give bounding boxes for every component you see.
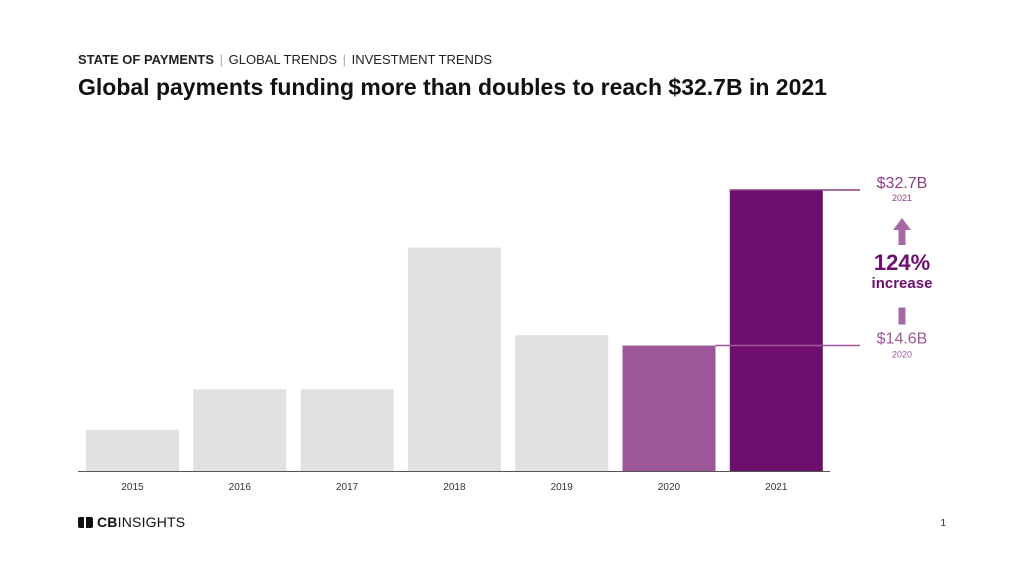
annotation-2021-value: $32.7B [877,175,928,192]
logo-text: INSIGHTS [117,514,186,530]
breadcrumb-item-global-trends: GLOBAL TRENDS [228,52,338,67]
x-tick-label-2020: 2020 [658,482,681,493]
cb-insights-logo-icon [78,516,93,528]
up-arrow-icon [893,218,911,230]
cb-insights-logo: CB INSIGHTS [78,514,185,530]
increase-percent: 124% [874,250,930,275]
bar-2020 [622,345,716,471]
annotation-2021-year: 2021 [892,193,912,203]
bar-2018 [407,247,501,471]
bar-2021 [729,190,823,471]
breadcrumb-separator: | [216,52,227,67]
x-tick-label-2021: 2021 [765,482,788,493]
increase-label: increase [872,275,933,292]
breadcrumb: STATE OF PAYMENTS | GLOBAL TRENDS | INVE… [78,52,492,67]
x-tick-label-2016: 2016 [229,482,252,493]
bar-2015 [86,429,179,471]
annotation-2020-value: $14.6B [877,331,928,348]
x-tick-label-2015: 2015 [121,482,144,493]
bar-2016 [193,389,287,471]
x-tick-label-2019: 2019 [551,482,574,493]
breadcrumb-item-state-of-payments: STATE OF PAYMENTS [78,52,215,67]
breadcrumb-item-investment-trends: INVESTMENT TRENDS [351,52,492,67]
page-number: 1 [940,518,946,529]
logo-text-bold: CB [97,514,118,530]
up-arrow-tail [898,307,906,325]
bar-2017 [300,389,394,471]
x-tick-label-2017: 2017 [336,482,359,493]
up-arrow-shaft [898,229,906,245]
page-title: Global payments funding more than double… [78,74,827,100]
breadcrumb-separator: | [339,52,350,67]
x-tick-label-2018: 2018 [443,482,466,493]
annotation-2020-year: 2020 [892,350,912,360]
bar-2019 [515,335,609,471]
